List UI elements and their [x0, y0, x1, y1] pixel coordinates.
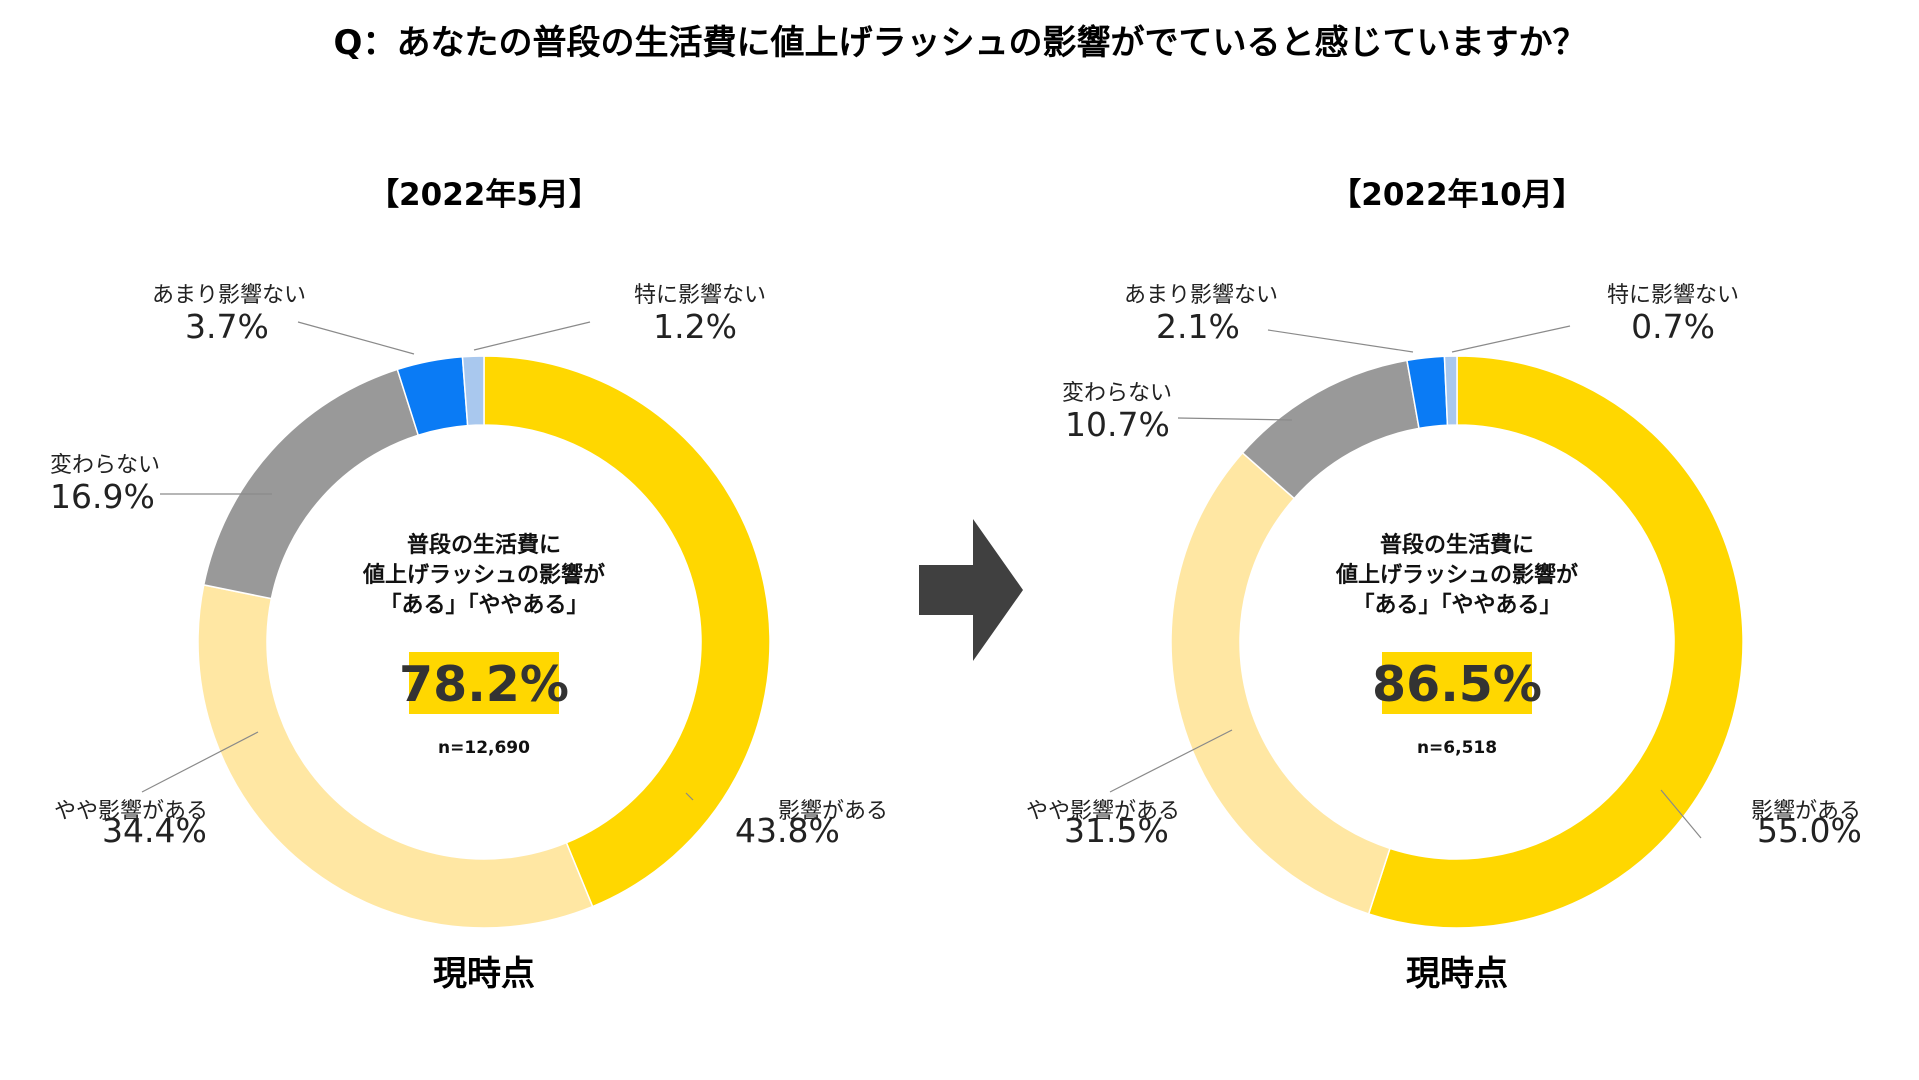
center-caption-line: 普段の生活費に — [407, 532, 561, 558]
donut-slice-affected — [1367, 355, 1744, 929]
center-value: 78.2% — [399, 656, 569, 713]
slice-label-no-effect: 特に影響ない — [634, 283, 766, 308]
center-caption-line: 値上げラッシュの影響が — [1335, 562, 1578, 588]
slice-label-unchanged: 変わらない — [1062, 381, 1172, 406]
slice-label-affected: 影響がある — [1751, 799, 1861, 824]
sample-size: n=6,518 — [1417, 738, 1497, 758]
slice-label-little-effect: あまり影響ない — [1124, 283, 1278, 308]
chart-period-title: 【2022年10月】 — [1330, 177, 1583, 213]
slice-value-no-effect: 0.7% — [1631, 307, 1715, 346]
donut-slice-somewhat-affected — [1170, 451, 1391, 915]
center-caption-line: 「ある」「ややある」 — [379, 593, 588, 618]
slice-value-affected: 55.0% — [1757, 811, 1862, 850]
leader-line — [1267, 329, 1414, 353]
leader-line — [297, 321, 415, 355]
slice-value-somewhat-affected: 34.4% — [102, 811, 207, 850]
center-caption-line: 普段の生活費に — [1380, 532, 1534, 558]
slice-label-somewhat-affected: やや影響がある — [1026, 799, 1180, 824]
center-value-highlight — [1382, 652, 1532, 714]
center-caption-line: 値上げラッシュの影響が — [362, 562, 605, 588]
leader-line — [1660, 789, 1702, 839]
center-value-highlight — [409, 652, 559, 714]
leader-line — [141, 731, 259, 793]
leader-line — [1177, 417, 1293, 421]
leader-line — [685, 792, 694, 801]
leader-line — [1109, 729, 1233, 793]
slice-value-no-effect: 1.2% — [653, 307, 737, 346]
slice-label-affected: 影響がある — [778, 799, 888, 824]
slice-label-no-effect: 特に影響ない — [1607, 283, 1739, 308]
slice-label-little-effect: あまり影響ない — [152, 283, 306, 308]
slice-value-somewhat-affected: 31.5% — [1064, 811, 1169, 850]
donut-slice-no-effect — [461, 355, 485, 427]
center-caption-line: 「ある」「ややある」 — [1352, 593, 1561, 618]
chart-period-title: 【2022年5月】 — [368, 177, 600, 213]
slice-label-somewhat-affected: やや影響がある — [54, 799, 208, 824]
slice-label-unchanged: 変わらない — [50, 453, 160, 478]
slice-value-unchanged: 16.9% — [50, 477, 155, 516]
donut-slice-no-effect — [1443, 355, 1458, 426]
chart-footer-label: 現時点 — [433, 954, 535, 994]
center-value: 86.5% — [1372, 656, 1542, 713]
sample-size: n=12,690 — [438, 738, 530, 758]
slice-value-little-effect: 3.7% — [185, 307, 269, 346]
leader-line — [1451, 325, 1571, 353]
chart-footer-label: 現時点 — [1406, 954, 1508, 994]
slice-value-little-effect: 2.1% — [1156, 307, 1240, 346]
question-title: Q：あなたの普段の生活費に値上げラッシュの影響がでていると感じていますか？ — [334, 23, 1587, 63]
donut-slice-affected — [483, 355, 771, 908]
slice-value-unchanged: 10.7% — [1065, 405, 1170, 444]
leader-line — [473, 321, 591, 351]
donut-slice-somewhat-affected — [197, 583, 594, 929]
right-arrow-icon — [919, 519, 1023, 661]
slice-value-affected: 43.8% — [735, 811, 840, 850]
